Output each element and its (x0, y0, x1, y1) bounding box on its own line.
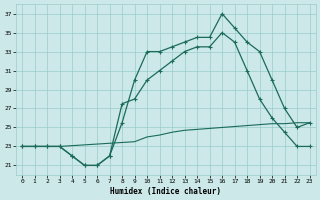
X-axis label: Humidex (Indice chaleur): Humidex (Indice chaleur) (110, 187, 221, 196)
